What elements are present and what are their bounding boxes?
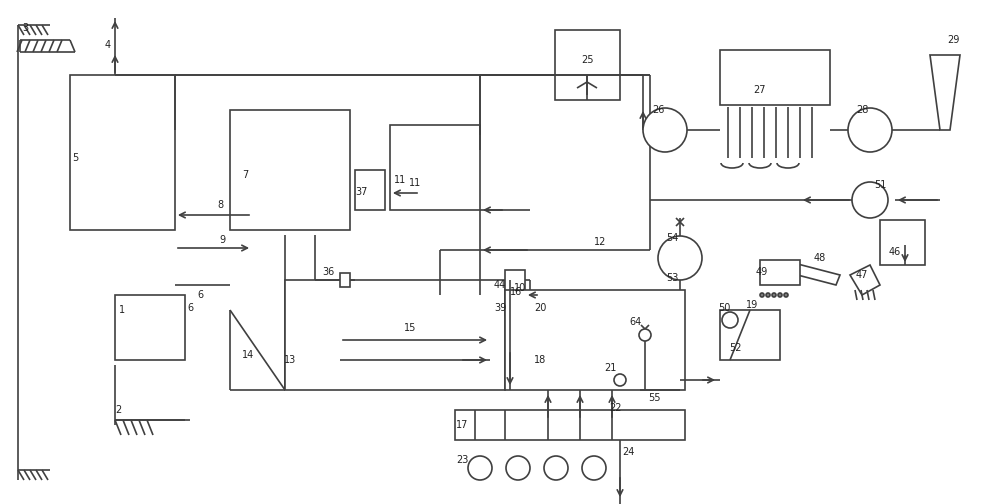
Text: 46: 46 [889, 247, 901, 257]
Bar [70, 75, 175, 230]
Text: 53: 53 [666, 273, 678, 283]
Bar [355, 170, 385, 210]
Text: 2: 2 [115, 405, 121, 415]
Text: 52: 52 [729, 343, 741, 353]
Bar [340, 273, 350, 287]
Text: 24: 24 [622, 447, 634, 457]
Text: 26: 26 [652, 105, 664, 115]
Text: 8: 8 [217, 200, 223, 210]
Text: 11: 11 [409, 178, 421, 188]
Circle shape [639, 329, 651, 341]
Circle shape [722, 312, 738, 328]
Bar [285, 280, 505, 390]
Circle shape [784, 293, 788, 297]
Text: 11: 11 [394, 175, 406, 185]
Text: 25: 25 [582, 55, 594, 65]
Text: 15: 15 [404, 323, 416, 333]
Text: 37: 37 [356, 187, 368, 197]
Text: 21: 21 [604, 363, 616, 373]
Text: 17: 17 [456, 420, 468, 430]
Circle shape [544, 456, 568, 480]
Circle shape [760, 293, 764, 297]
Text: 64: 64 [629, 317, 641, 327]
Text: 44: 44 [494, 280, 506, 290]
Text: 54: 54 [666, 233, 678, 243]
Text: 28: 28 [856, 105, 868, 115]
Text: 23: 23 [456, 455, 468, 465]
Text: 3: 3 [22, 23, 28, 33]
Bar [115, 295, 185, 360]
Text: 36: 36 [322, 267, 334, 277]
Text: 13: 13 [284, 355, 296, 365]
Circle shape [658, 236, 702, 280]
Bar [720, 310, 780, 360]
Text: 39: 39 [494, 303, 506, 313]
Circle shape [766, 293, 770, 297]
Text: 6: 6 [197, 290, 203, 300]
Bar [505, 297, 525, 315]
Circle shape [778, 293, 782, 297]
Text: 18: 18 [534, 355, 546, 365]
Text: 9: 9 [219, 235, 225, 245]
Text: 47: 47 [856, 270, 868, 280]
Bar [230, 110, 350, 230]
Text: 48: 48 [814, 253, 826, 263]
Text: 19: 19 [746, 300, 758, 310]
Text: 5: 5 [72, 153, 78, 163]
Text: 27: 27 [754, 85, 766, 95]
Text: 22: 22 [610, 403, 622, 413]
Bar [390, 125, 480, 210]
Text: 49: 49 [756, 267, 768, 277]
Text: 16: 16 [510, 287, 522, 297]
Text: 55: 55 [648, 393, 660, 403]
Text: 12: 12 [594, 237, 606, 247]
Text: 7: 7 [242, 170, 248, 180]
Text: 51: 51 [874, 180, 886, 190]
Text: 50: 50 [718, 303, 730, 313]
Bar [505, 290, 685, 390]
Circle shape [852, 182, 888, 218]
Text: 10: 10 [514, 283, 526, 293]
Circle shape [582, 456, 606, 480]
Circle shape [614, 374, 626, 386]
Circle shape [506, 456, 530, 480]
Text: 6: 6 [187, 303, 193, 313]
Bar [555, 30, 620, 100]
Bar [720, 50, 830, 105]
Circle shape [468, 456, 492, 480]
Circle shape [772, 293, 776, 297]
Bar [505, 270, 525, 295]
Text: 4: 4 [105, 40, 111, 50]
Text: 29: 29 [947, 35, 959, 45]
Bar [455, 410, 685, 440]
Text: 1: 1 [119, 305, 125, 315]
Text: 14: 14 [242, 350, 254, 360]
Bar [880, 220, 925, 265]
Bar [760, 260, 800, 285]
Text: 20: 20 [534, 303, 546, 313]
Circle shape [848, 108, 892, 152]
Circle shape [643, 108, 687, 152]
